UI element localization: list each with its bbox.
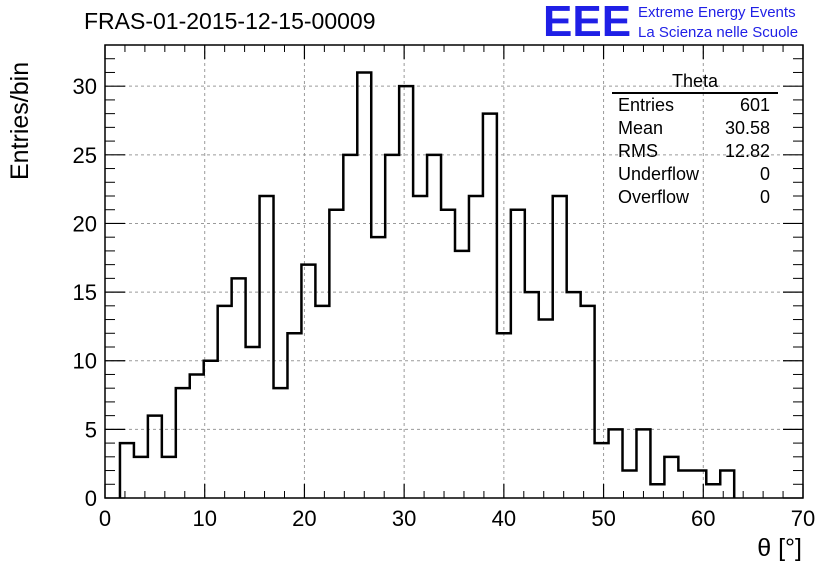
y-tick-label: 25 [73,143,97,168]
stats-label: Mean [618,118,664,138]
histogram-bin [162,457,176,498]
histogram-bin [357,72,371,498]
stats-title: Theta [612,71,778,94]
histogram-bin [246,347,260,498]
histogram-bin [706,484,720,498]
axis-tick-labels: 0 10 20 30 40 50 60 70 0 5 10 15 20 25 30 [73,74,816,531]
x-tick-label: 70 [791,506,815,531]
chart-title: FRAS-01-2015-12-15-00009 [84,8,376,34]
histogram-bin [720,471,734,498]
histogram-bin [329,210,343,498]
histogram-bin [650,484,664,498]
x-tick-label: 0 [99,506,111,531]
histogram-bin [120,443,134,498]
stats-value: 0 [759,187,770,207]
histogram-bin [678,471,692,498]
y-tick-label: 10 [73,349,97,374]
y-tick-label: 20 [73,211,97,236]
histogram-bin [232,278,246,498]
y-axis-label: Entries/bin [6,61,34,180]
axis-ticks [104,44,804,499]
x-tick-label: 20 [292,506,316,531]
histogram-bin [567,292,581,498]
histogram-bin [469,196,483,498]
x-tick-label: 60 [691,506,715,531]
y-tick-label: 5 [85,417,97,442]
y-tick-label: 30 [73,74,97,99]
histogram-bin [636,429,650,498]
stats-value: 601 [739,95,770,115]
histogram-bin [218,306,232,498]
histogram-bin [427,155,441,498]
x-tick-label: 40 [492,506,516,531]
histogram-bin [176,388,190,498]
histogram-series [118,71,736,498]
histogram-bin [692,471,706,498]
histogram-bin [134,457,148,498]
x-axis-label: θ [°] [757,534,802,562]
x-tick-label: 10 [192,506,216,531]
histogram-bin [553,196,567,498]
histogram-bin [343,155,357,498]
stats-label: Overflow [618,187,690,207]
histogram-bin [301,265,315,498]
plot-frame [104,44,804,499]
stats-label: Entries [618,95,675,115]
x-tick-label: 50 [591,506,615,531]
logo-line-2: La Scienza nelle Scuole [638,24,799,41]
stats-value: 30.58 [724,118,770,138]
stats-box: Theta Entries 601 Mean 30.58 RMS 12.82 U… [612,71,778,209]
histogram-bin [260,196,274,498]
histogram-bin [511,210,525,498]
histogram-bin [315,306,329,498]
histogram-bin [287,333,301,498]
histogram-bin [148,416,162,498]
histogram-bin [455,251,469,498]
eee-logo: EEE [543,0,632,46]
histogram-bin [525,292,539,498]
stats-row: Overflow 0 [612,186,778,209]
stats-row: Underflow 0 [612,163,778,186]
stats-label: Underflow [618,164,700,184]
histogram-bin [609,429,623,498]
stats-row: Entries 601 [612,94,778,117]
histogram-bin [595,443,609,498]
histogram-bin [623,471,637,498]
histogram-bin [581,306,595,498]
stats-label: RMS [618,141,658,161]
x-tick-label: 30 [392,506,416,531]
histogram-bin [539,320,553,498]
histogram-bin [385,155,399,498]
histogram-bin [441,210,455,498]
stats-row: RMS 12.82 [612,140,778,163]
histogram-bin [664,457,678,498]
histogram-bin [274,388,288,498]
histogram-bin [413,196,427,498]
stats-value: 0 [759,164,770,184]
stats-row: Mean 30.58 [612,117,778,140]
histogram-bin [190,374,204,498]
stats-value: 12.82 [724,141,770,161]
logo-line-1: Extreme Energy Events [638,4,796,21]
y-tick-label: 15 [73,280,97,305]
histogram-bin [371,237,385,498]
y-tick-label: 0 [85,486,97,511]
histogram-bin [483,114,497,498]
